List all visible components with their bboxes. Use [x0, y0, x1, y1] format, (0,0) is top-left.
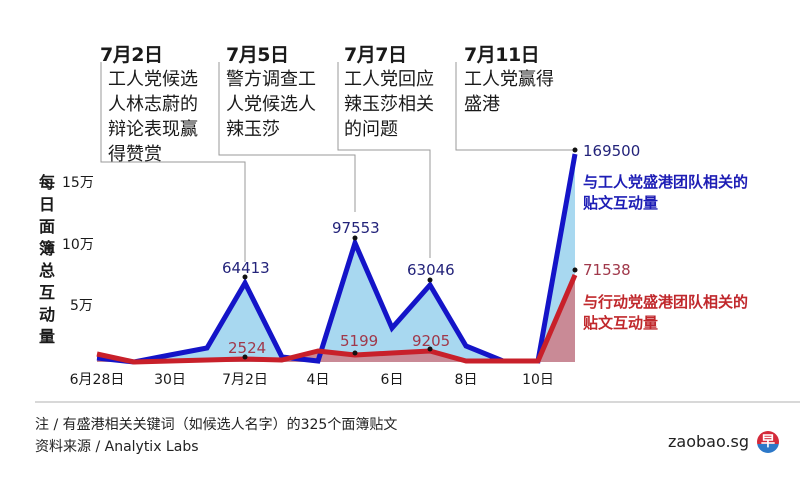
blue-area	[97, 154, 575, 362]
brand-name: zaobao.sg	[668, 432, 750, 451]
annotation-date: 7月11日	[464, 44, 540, 66]
annotation-date: 7月5日	[226, 44, 289, 66]
value-label-jul7-blue: 63046	[407, 261, 455, 279]
value-label-jul2-blue: 64413	[222, 259, 270, 277]
legend-pap: 与行动党盛港团队相关的 贴文互动量	[583, 293, 749, 332]
x-tick-jul4: 4日	[306, 372, 330, 388]
annotation-text: 工人党赢得 盛港	[464, 69, 554, 115]
value-label-jul7-red: 9205	[412, 332, 451, 350]
y-tick-50k: 5万	[70, 298, 93, 314]
annotation-date: 7月7日	[344, 44, 407, 66]
annotation-text: 警方调查工 人党候选人 辣玉莎	[226, 69, 316, 140]
annotation-jul11: 7月11日 工人党赢得 盛港	[464, 40, 554, 117]
annotation-text: 工人党回应 辣玉莎相关 的问题	[344, 69, 434, 140]
y-tick-150k: 15万	[62, 175, 94, 191]
connector-lines	[100, 62, 573, 262]
zaobao-logo-icon: 早	[757, 431, 779, 453]
x-tick-jun30: 30日	[154, 372, 186, 388]
footer-note: 注 / 有盛港相关关键词（如候选人名字）的325个面簿贴文	[35, 417, 398, 433]
red-line	[96, 274, 578, 365]
annotation-jul2: 7月2日 工人党候选 人林志蔚的 辩论表现赢 得赞赏	[100, 40, 198, 167]
value-label-jul5-blue: 97553	[332, 219, 380, 237]
value-label-jul11-red: 71538	[583, 261, 631, 279]
x-tick-jul6: 6日	[380, 372, 404, 388]
footer-source: 资料来源 / Analytix Labs	[35, 439, 199, 455]
value-label-jul2-red: 2524	[228, 339, 267, 357]
y-tick-100k: 10万	[62, 237, 94, 253]
y-axis-label: 每日面簿总互动量	[38, 173, 55, 346]
x-tick-jul2: 7月2日	[222, 372, 268, 388]
annotation-jul5: 7月5日 警方调查工 人党候选人 辣玉莎	[226, 40, 316, 142]
legend-workers-party: 与工人党盛港团队相关的 贴文互动量	[583, 173, 749, 212]
x-tick-jul8: 8日	[454, 372, 478, 388]
x-tick-jun28: 6月28日	[69, 372, 125, 388]
annotation-text: 工人党候选 人林志蔚的 辩论表现赢 得赞赏	[108, 69, 198, 165]
annotation-jul7: 7月7日 工人党回应 辣玉莎相关 的问题	[344, 40, 434, 142]
data-markers	[242, 147, 578, 360]
value-label-jul11-blue: 169500	[583, 142, 641, 160]
x-tick-jul10: 10日	[522, 372, 554, 388]
value-label-jul5-red: 5199	[340, 332, 379, 350]
annotation-date: 7月2日	[100, 44, 163, 66]
